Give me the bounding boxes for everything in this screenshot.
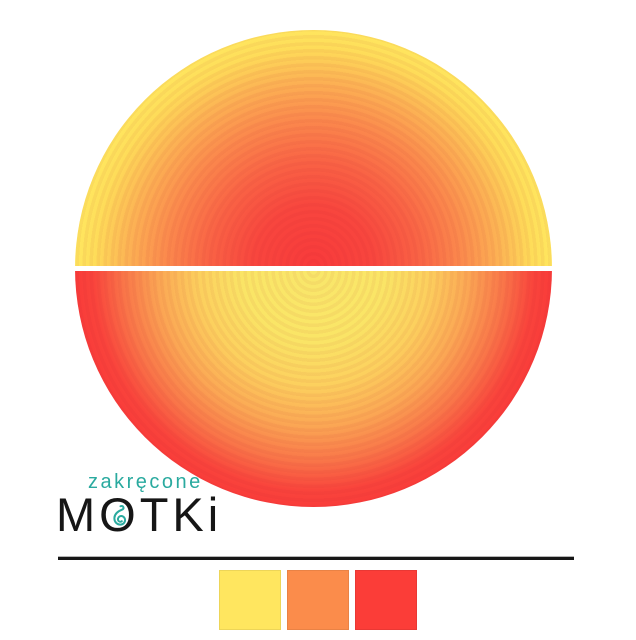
divider-line (58, 556, 574, 560)
brand-name-part-o: O (99, 488, 140, 541)
color-palette (219, 570, 417, 630)
circle-top-half (75, 30, 552, 266)
palette-swatch-yellow (219, 570, 281, 630)
brand-tagline: zakręcone (88, 471, 203, 493)
gradient-circle-artwork (75, 30, 552, 507)
brand-name-part-m: M (56, 488, 100, 541)
brand-name: MO TKi (56, 488, 222, 541)
brand-name-part-tki: TKi (139, 488, 223, 541)
palette-swatch-red (355, 570, 417, 630)
yarn-spiral-icon (113, 505, 127, 526)
circle-bottom-half (75, 271, 552, 507)
brand-logo: zakręcone MO TKi (56, 471, 222, 541)
palette-swatch-orange (287, 570, 349, 630)
circle-divider-line (75, 266, 552, 271)
